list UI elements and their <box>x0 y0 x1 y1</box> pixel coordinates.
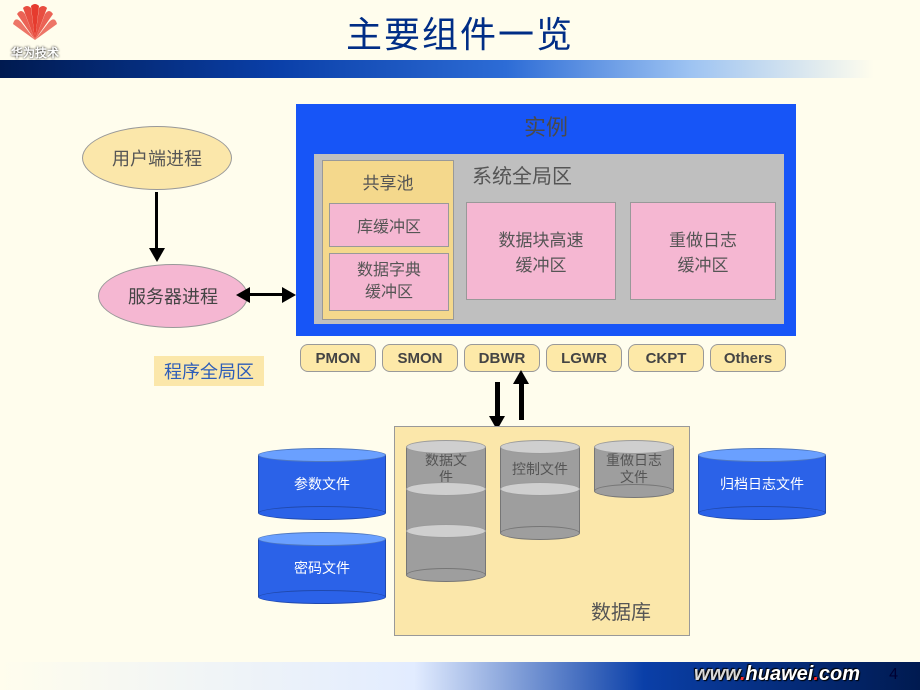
instance-label: 实例 <box>296 110 796 142</box>
process-pmon: PMON <box>300 344 376 372</box>
database-label: 数据库 <box>591 596 651 625</box>
server-process-label: 服务器进程 <box>128 283 218 309</box>
cylinder-label: 归档日志文件 <box>720 476 804 493</box>
footer-www: www <box>694 663 740 685</box>
instance-box: 实例 系统全局区 共享池 库缓冲区 数据字典 缓冲区 数据块高速 缓冲区 重做日… <box>296 104 796 336</box>
process-dbwr: DBWR <box>464 344 540 372</box>
huawei-logo: 华为技术 <box>6 2 64 74</box>
pga-label-text: 程序全局区 <box>164 358 254 384</box>
buffer-cache-l1: 数据块高速 <box>499 226 584 251</box>
buffer-cache: 数据块高速 缓冲区 <box>466 202 616 300</box>
process-smon: SMON <box>382 344 458 372</box>
cylinder-label: 重做日志 文件 <box>606 452 662 486</box>
footer-tld: com <box>819 663 860 685</box>
cylinder <box>406 524 486 582</box>
shared-pool: 共享池 库缓冲区 数据字典 缓冲区 <box>322 160 454 320</box>
redo-buffer-l1: 重做日志 <box>669 226 737 251</box>
cylinder: 归档日志文件 <box>698 448 826 520</box>
page-number: 4 <box>889 666 898 684</box>
cylinder: 重做日志 文件 <box>594 440 674 498</box>
data-dictionary-cache: 数据字典 缓冲区 <box>329 253 449 311</box>
shared-pool-label: 共享池 <box>323 169 453 194</box>
header-gradient <box>0 60 920 78</box>
cylinder: 密码文件 <box>258 532 386 604</box>
process-ckpt: CKPT <box>628 344 704 372</box>
dd-cache-l1: 数据字典 <box>357 260 421 282</box>
process-others: Others <box>710 344 786 372</box>
server-process: 服务器进程 <box>98 264 248 328</box>
cylinder-label: 数据文 件 <box>425 452 467 486</box>
client-process: 用户端进程 <box>82 126 232 190</box>
process-lgwr: LGWR <box>546 344 622 372</box>
footer-name: huawei <box>746 663 814 685</box>
cylinder-label: 参数文件 <box>294 476 350 493</box>
cylinder <box>500 482 580 540</box>
dd-cache-l2: 缓冲区 <box>365 282 413 304</box>
client-process-label: 用户端进程 <box>112 145 202 171</box>
cylinder-label: 控制文件 <box>512 461 568 478</box>
pga-label: 程序全局区 <box>154 356 264 386</box>
library-cache-label: 库缓冲区 <box>357 213 421 237</box>
cylinder: 参数文件 <box>258 448 386 520</box>
buffer-cache-l2: 缓冲区 <box>516 251 567 276</box>
sga-box: 系统全局区 共享池 库缓冲区 数据字典 缓冲区 数据块高速 缓冲区 重做日志 缓… <box>314 154 784 324</box>
redo-buffer-l2: 缓冲区 <box>678 251 729 276</box>
logo-text: 华为技术 <box>11 44 59 61</box>
cylinder-label: 密码文件 <box>294 560 350 577</box>
footer-url: www.huawei.com <box>694 663 860 686</box>
slide-title: 主要组件一览 <box>0 6 920 58</box>
sga-label: 系统全局区 <box>472 160 572 189</box>
redo-log-buffer: 重做日志 缓冲区 <box>630 202 776 300</box>
library-cache: 库缓冲区 <box>329 203 449 247</box>
